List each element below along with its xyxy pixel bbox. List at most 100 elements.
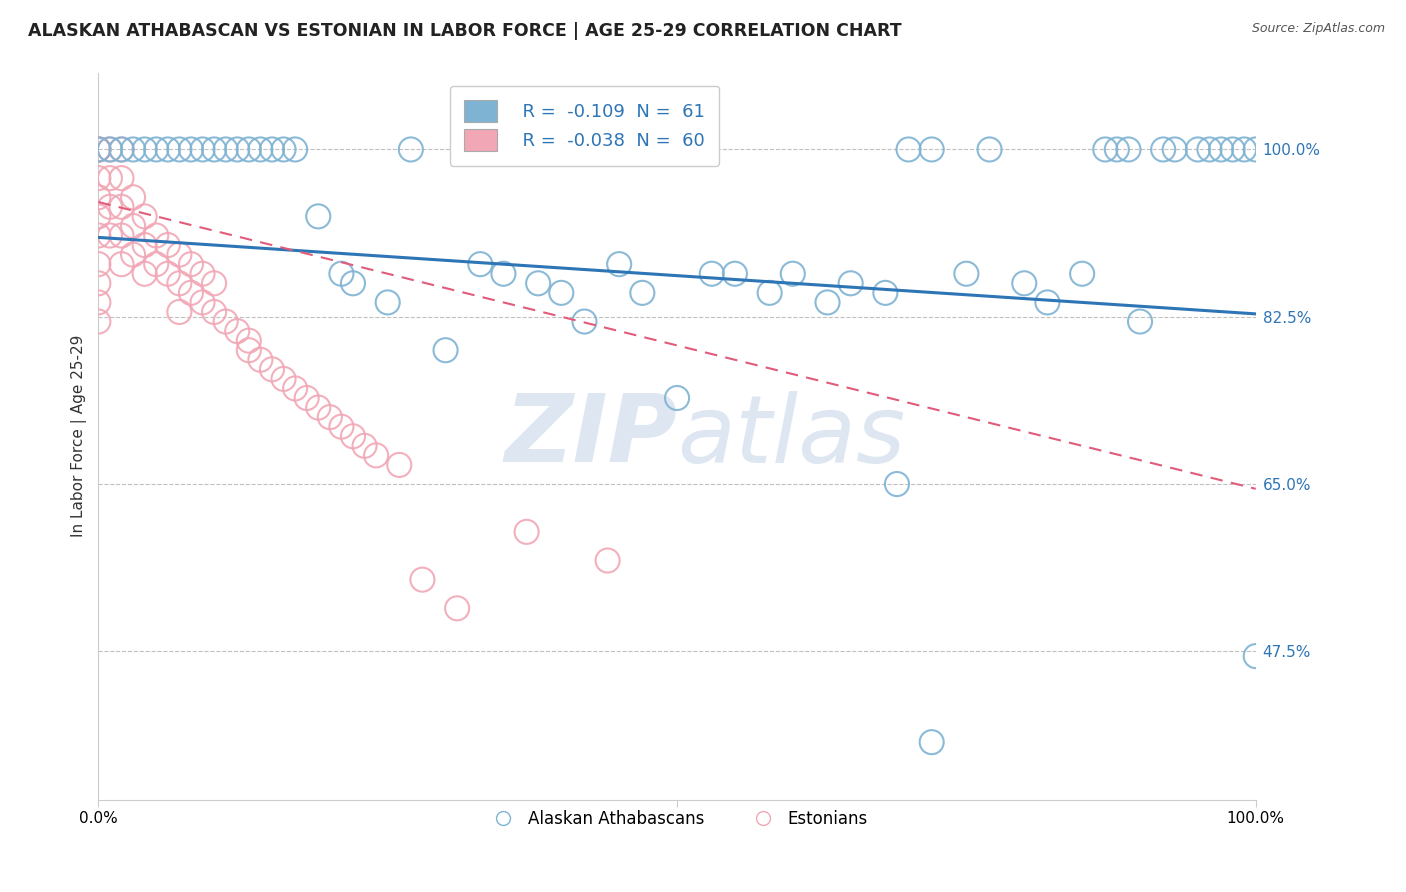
Point <box>319 410 342 425</box>
Point <box>191 267 214 281</box>
Point <box>1187 143 1209 157</box>
Point <box>249 143 271 157</box>
Point <box>284 143 307 157</box>
Text: atlas: atlas <box>678 391 905 482</box>
Point <box>215 143 238 157</box>
Point <box>273 143 295 157</box>
Point <box>122 219 145 233</box>
Point <box>145 257 167 271</box>
Point <box>574 314 596 328</box>
Point <box>666 391 689 405</box>
Point <box>1222 143 1244 157</box>
Point <box>110 228 132 243</box>
Point <box>295 391 318 405</box>
Point <box>446 601 468 615</box>
Point <box>411 573 433 587</box>
Point <box>260 143 283 157</box>
Point <box>273 372 295 386</box>
Point <box>145 228 167 243</box>
Point <box>782 267 804 281</box>
Point <box>202 143 225 157</box>
Point <box>724 267 747 281</box>
Point <box>238 334 260 348</box>
Point <box>330 419 353 434</box>
Point <box>87 143 110 157</box>
Point <box>169 143 191 157</box>
Point <box>98 143 121 157</box>
Point <box>875 285 897 300</box>
Point <box>1036 295 1059 310</box>
Point <box>87 228 110 243</box>
Point <box>87 210 110 224</box>
Point <box>921 143 943 157</box>
Point <box>145 143 167 157</box>
Point <box>87 171 110 186</box>
Text: Source: ZipAtlas.com: Source: ZipAtlas.com <box>1251 22 1385 36</box>
Point <box>470 257 492 271</box>
Point <box>1152 143 1174 157</box>
Point <box>921 735 943 749</box>
Point <box>886 477 908 491</box>
Text: ZIP: ZIP <box>505 391 678 483</box>
Point <box>1244 649 1267 664</box>
Point <box>98 200 121 214</box>
Point <box>897 143 920 157</box>
Point <box>87 295 110 310</box>
Point <box>110 257 132 271</box>
Point <box>87 257 110 271</box>
Point <box>596 553 619 567</box>
Point <box>1118 143 1140 157</box>
Point <box>226 143 249 157</box>
Point <box>122 190 145 204</box>
Point <box>110 143 132 157</box>
Point <box>134 267 156 281</box>
Point <box>87 143 110 157</box>
Point <box>1209 143 1232 157</box>
Point <box>631 285 654 300</box>
Point <box>98 143 121 157</box>
Point <box>249 352 271 367</box>
Point <box>191 295 214 310</box>
Point <box>180 257 202 271</box>
Point <box>434 343 457 358</box>
Point <box>169 247 191 261</box>
Point <box>700 267 723 281</box>
Point <box>607 257 630 271</box>
Point <box>839 277 862 291</box>
Point <box>87 143 110 157</box>
Point <box>215 314 238 328</box>
Point <box>388 458 411 472</box>
Point <box>758 285 780 300</box>
Point <box>156 143 179 157</box>
Point <box>87 190 110 204</box>
Point <box>527 277 550 291</box>
Point <box>110 171 132 186</box>
Point <box>1129 314 1152 328</box>
Point <box>180 143 202 157</box>
Point <box>98 228 121 243</box>
Point <box>87 277 110 291</box>
Point <box>979 143 1001 157</box>
Point <box>1244 143 1267 157</box>
Point <box>1014 277 1036 291</box>
Point <box>169 277 191 291</box>
Y-axis label: In Labor Force | Age 25-29: In Labor Force | Age 25-29 <box>72 335 87 538</box>
Point <box>342 277 364 291</box>
Point <box>134 143 156 157</box>
Legend: Alaskan Athabascans, Estonians: Alaskan Athabascans, Estonians <box>479 804 875 835</box>
Point <box>1198 143 1220 157</box>
Point <box>307 401 329 415</box>
Point <box>492 267 515 281</box>
Point <box>1233 143 1256 157</box>
Point <box>1105 143 1128 157</box>
Point <box>191 143 214 157</box>
Point <box>516 524 538 539</box>
Point <box>169 305 191 319</box>
Point <box>110 200 132 214</box>
Point <box>377 295 399 310</box>
Point <box>284 381 307 395</box>
Point <box>226 324 249 338</box>
Point <box>202 277 225 291</box>
Point <box>366 449 388 463</box>
Point <box>134 238 156 252</box>
